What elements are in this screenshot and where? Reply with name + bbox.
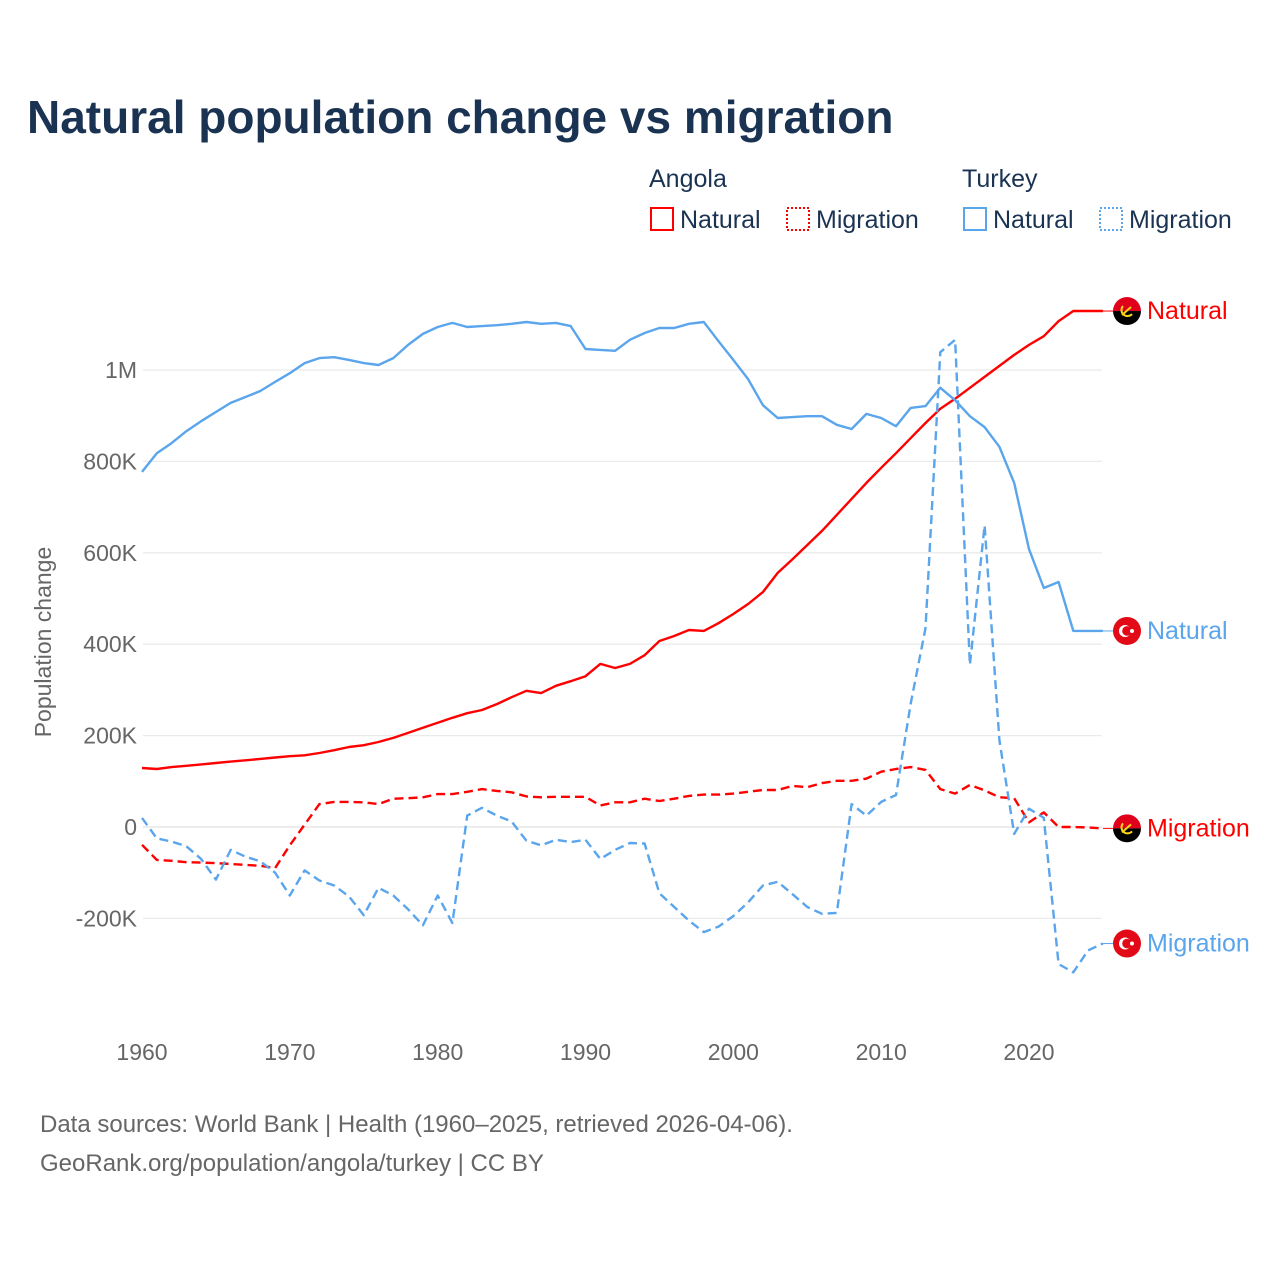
star-icon bbox=[1130, 628, 1134, 633]
gridlines bbox=[143, 369, 1102, 920]
legend-swatch-angola-natural bbox=[650, 207, 674, 231]
y-tick-label: 200K bbox=[83, 723, 137, 749]
legend-group-angola: Angola bbox=[649, 165, 727, 193]
machete-icon bbox=[1121, 306, 1132, 316]
angola-flag-icon bbox=[1113, 297, 1141, 326]
source-link[interactable]: GeoRank.org/population/angola/turkey | C… bbox=[40, 1150, 544, 1177]
crescent-inner bbox=[1122, 626, 1132, 636]
series-line-turkey-natural bbox=[141, 320, 1103, 633]
y-tick-label: -200K bbox=[76, 905, 138, 931]
flag-red-band bbox=[1113, 297, 1141, 312]
end-label: Migration bbox=[1147, 930, 1250, 958]
chart-title: Natural population change vs migration bbox=[27, 91, 893, 143]
legend-swatch-angola-migration bbox=[786, 207, 810, 231]
star-icon bbox=[1130, 941, 1134, 946]
y-tick-label: 800K bbox=[83, 448, 137, 474]
legend-swatch-turkey-natural bbox=[963, 207, 987, 231]
x-tick-label: 2010 bbox=[856, 1039, 907, 1065]
series-lines bbox=[141, 309, 1104, 974]
y-tick-label: 1M bbox=[105, 357, 137, 383]
end-label: Natural bbox=[1147, 617, 1228, 645]
flag-black-band bbox=[1113, 828, 1141, 843]
y-tick-label: 0 bbox=[124, 814, 137, 840]
flag-body bbox=[1113, 297, 1141, 326]
legend-group-turkey: Turkey bbox=[962, 165, 1038, 193]
legend-label-turkey-migration[interactable]: Migration bbox=[1129, 206, 1232, 234]
series-line-angola-migration bbox=[141, 765, 1103, 870]
legend: Angola Natural Migration Turkey Natural … bbox=[649, 165, 1232, 234]
end-label: Natural bbox=[1147, 297, 1228, 325]
flag-body bbox=[1113, 814, 1141, 843]
machete-icon bbox=[1121, 823, 1132, 834]
x-tick-label: 1960 bbox=[116, 1039, 167, 1065]
source-text: Data sources: World Bank | Health (1960–… bbox=[40, 1111, 793, 1138]
x-tick-label: 2020 bbox=[1003, 1039, 1054, 1065]
legend-swatch-turkey-migration bbox=[1099, 207, 1123, 231]
flag-black-band bbox=[1113, 311, 1141, 326]
legend-label-angola-natural[interactable]: Natural bbox=[680, 206, 761, 234]
y-tick-label: 400K bbox=[83, 631, 137, 657]
end-label: Migration bbox=[1147, 814, 1250, 842]
turkey-flag-icon bbox=[1113, 616, 1141, 645]
y-axis-label: Population change bbox=[30, 547, 56, 738]
legend-label-angola-migration[interactable]: Migration bbox=[816, 206, 919, 234]
legend-label-turkey-natural[interactable]: Natural bbox=[993, 206, 1074, 234]
series-end-labels: Natural Migration Natural Migration bbox=[1102, 297, 1250, 958]
flag-red-band bbox=[1113, 814, 1141, 829]
series-line-angola-natural bbox=[141, 309, 1103, 771]
x-tick-label: 1990 bbox=[560, 1039, 611, 1065]
series-line-turkey-migration bbox=[141, 338, 1104, 974]
crescent-inner bbox=[1122, 938, 1132, 949]
x-axis: 1960 1970 1980 1990 2000 2010 2020 bbox=[116, 1039, 1054, 1065]
y-axis: -200K 0 200K 400K 600K 800K 1M bbox=[76, 357, 138, 931]
x-tick-label: 2000 bbox=[708, 1039, 759, 1065]
y-tick-label: 600K bbox=[83, 540, 137, 566]
x-tick-label: 1980 bbox=[412, 1039, 463, 1065]
turkey-flag-icon bbox=[1113, 929, 1141, 958]
angola-flag-icon bbox=[1113, 814, 1141, 843]
x-tick-label: 1970 bbox=[264, 1039, 315, 1065]
